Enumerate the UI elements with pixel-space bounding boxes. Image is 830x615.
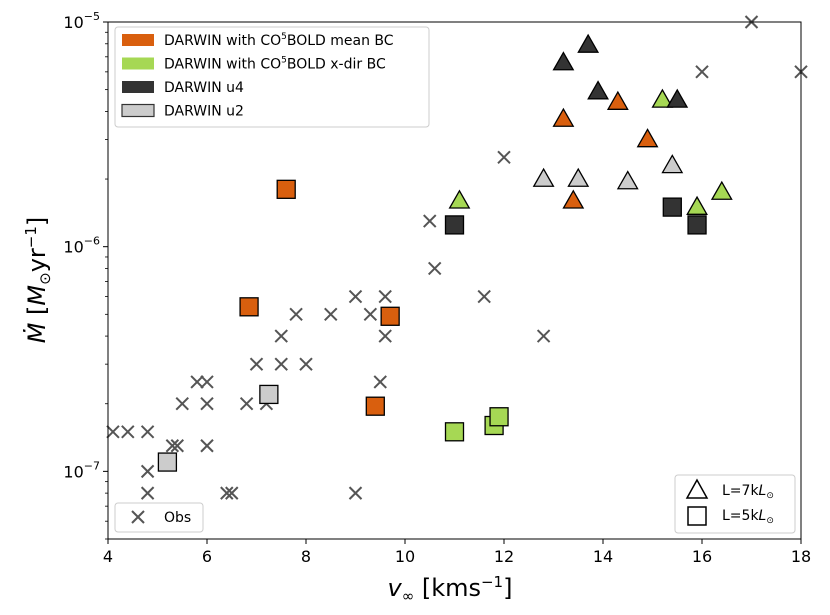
obs-marker	[200, 439, 214, 453]
legend-label-xdir: DARWIN with CO5BOLD x-dir BC	[164, 56, 386, 73]
u4-triangle-marker	[577, 33, 600, 53]
u2-triangle-marker	[616, 170, 639, 190]
legend-triangle-marker	[685, 478, 709, 499]
mean-square-marker	[239, 297, 259, 317]
xdir-triangle-marker	[686, 195, 708, 215]
u2-triangle-marker	[532, 167, 555, 187]
obs-marker	[348, 289, 363, 304]
obs-marker	[378, 289, 392, 304]
obs-marker	[324, 307, 338, 322]
x-tick-label: 10	[395, 547, 415, 566]
obs-marker	[289, 307, 303, 322]
u2-triangle-marker	[567, 167, 590, 187]
obs-marker	[239, 397, 254, 411]
x-axis-title-sub: ∞	[402, 587, 415, 605]
obs-marker	[274, 357, 288, 371]
y-axis: 10−7 10−6 10−5	[63, 10, 108, 540]
obs-marker	[190, 375, 204, 389]
obs-marker	[140, 464, 155, 479]
obs-marker	[497, 150, 511, 164]
legend-square-marker	[687, 506, 707, 526]
obs-marker	[140, 425, 155, 439]
legend-luminosity: L=7kL⊙ L=5kL⊙	[674, 474, 796, 534]
obs-marker	[200, 397, 214, 411]
legend-swatch-xdir	[122, 57, 154, 70]
obs-marker	[378, 329, 392, 343]
mean-square-marker	[365, 396, 385, 416]
obs-marker	[106, 425, 120, 439]
x-tick-label: 14	[593, 547, 613, 566]
mean-triangle-marker	[636, 128, 659, 148]
xdir-triangle-marker	[448, 189, 471, 209]
u4-square-marker	[687, 215, 707, 235]
obs-marker	[175, 397, 189, 411]
legend-square-label: L=5kL⊙	[722, 508, 774, 526]
legend-swatch-u4	[122, 81, 154, 93]
u4-square-marker	[444, 215, 465, 235]
mean-triangle-marker	[552, 107, 575, 127]
x-tick-label: 18	[791, 547, 811, 566]
obs-marker	[140, 486, 155, 500]
legend-obs-label: Obs	[164, 510, 191, 526]
legend-swatch-mean	[122, 34, 154, 46]
obs-marker	[695, 65, 709, 79]
mean-triangle-marker	[606, 90, 629, 110]
u4-triangle-marker	[552, 51, 575, 71]
legend-series-frame	[114, 26, 430, 128]
x-axis-title-symbol: v	[388, 574, 403, 602]
obs-marker	[363, 307, 378, 322]
u2-square-marker	[157, 452, 178, 472]
x-axis: 4 6 8 10 12 14 16 18	[103, 539, 811, 566]
obs-marker	[225, 486, 239, 500]
legend-obs-frame	[114, 502, 204, 533]
mean-triangle-marker	[562, 189, 585, 209]
y-tick-label: 10−6	[63, 235, 100, 257]
obs-marker	[170, 439, 185, 453]
legend-label-u2: DARWIN u2	[164, 104, 244, 120]
y-axis-title: Ṁ [M⊙yr−1]	[22, 217, 54, 344]
obs-marker	[427, 261, 442, 276]
x-axis-title: v∞ [kms−1]	[388, 573, 513, 605]
u4-triangle-marker	[666, 88, 689, 108]
obs-marker	[220, 486, 234, 500]
y-tick-label: 10−5	[63, 10, 100, 32]
legend-swatch-u2	[121, 103, 155, 118]
xdir-triangle-marker	[710, 180, 733, 200]
obs-marker	[423, 214, 437, 228]
u2-square-marker	[259, 384, 279, 405]
x-tick-label: 8	[301, 547, 311, 566]
x-tick-label: 4	[103, 547, 113, 566]
obs-marker	[477, 289, 491, 304]
obs-marker	[249, 357, 264, 371]
obs-marker	[165, 439, 180, 453]
u2-triangle-marker	[661, 154, 684, 174]
u4-square-marker	[662, 197, 682, 217]
legend-label-u4: DARWIN u4	[164, 80, 244, 96]
obs-marker	[536, 329, 551, 343]
legend-obs-marker	[131, 510, 145, 524]
x-tick-label: 12	[494, 547, 514, 566]
obs-marker	[274, 329, 288, 343]
legend-label-mean: DARWIN with CO5BOLD mean BC	[164, 32, 394, 49]
legend-series: DARWIN with CO5BOLD mean BC DARWIN with C…	[114, 26, 430, 128]
legend-triangle-label: L=7kL⊙	[722, 483, 774, 501]
obs-marker	[200, 375, 214, 389]
obs-marker	[373, 375, 387, 389]
obs-marker	[348, 486, 363, 500]
u4-triangle-marker	[587, 80, 609, 100]
legend-obs: Obs	[114, 502, 204, 533]
xdir-square-marker	[444, 422, 465, 442]
mean-square-marker	[276, 179, 296, 199]
obs-marker	[121, 425, 135, 439]
xdir-square-marker	[489, 407, 509, 427]
xdir-triangle-marker	[651, 88, 674, 108]
obs-marker	[299, 357, 313, 371]
y-tick-label: 10−7	[63, 459, 100, 481]
x-tick-label: 16	[692, 547, 712, 566]
plot-frame	[107, 21, 802, 540]
mean-square-marker	[380, 306, 400, 326]
x-tick-label: 6	[202, 547, 212, 566]
